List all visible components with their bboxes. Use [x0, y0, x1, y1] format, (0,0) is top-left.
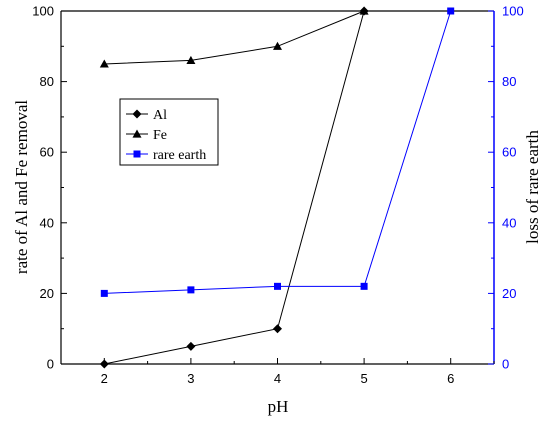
data-point-al — [186, 341, 196, 351]
left-y-tick-label: 20 — [40, 286, 54, 301]
legend-label-fe: Fe — [153, 128, 167, 143]
data-point-rare-earth — [447, 7, 455, 15]
data-point-al — [273, 324, 282, 334]
data-point-fe — [99, 59, 109, 68]
legend-label-al: Al — [153, 108, 167, 123]
x-tick-label: 6 — [447, 371, 454, 386]
data-point-al — [99, 359, 109, 369]
x-tick-label: 4 — [274, 371, 281, 386]
right-y-tick-label: 100 — [502, 4, 524, 19]
left-y-tick-label: 80 — [40, 74, 54, 89]
data-point-fe — [273, 41, 282, 50]
right-y-tick-label: 20 — [502, 286, 516, 301]
x-tick-label: 3 — [187, 371, 194, 386]
x-axis-title: pH — [268, 397, 289, 416]
data-point-fe — [186, 55, 196, 65]
right-y-tick-label: 80 — [502, 74, 516, 89]
legend-marker-fe — [132, 129, 142, 138]
right-y-tick-label: 40 — [502, 215, 516, 230]
left-y-tick-label: 40 — [40, 215, 54, 230]
legend-label-rare-earth: rare earth — [153, 148, 206, 163]
right-y-tick-label: 0 — [502, 357, 509, 372]
left-y-tick-label: 100 — [32, 4, 54, 19]
data-point-rare-earth — [274, 282, 281, 290]
legend-marker-al — [132, 109, 142, 119]
legend-marker-rare-earth — [133, 150, 141, 158]
left-y-tick-label: 0 — [47, 357, 54, 372]
right-axis-title: loss of rare earth — [523, 130, 542, 244]
series-line-fe — [104, 10, 365, 65]
left-y-tick-label: 60 — [40, 145, 54, 160]
x-tick-label: 5 — [360, 371, 367, 386]
legend: Al Fe rare earth — [119, 98, 219, 166]
data-point-rare-earth — [100, 289, 108, 297]
data-point-rare-earth — [187, 286, 195, 294]
x-tick-label: 2 — [101, 371, 108, 386]
data-point-rare-earth — [360, 282, 368, 290]
series-line-al — [104, 10, 365, 365]
data-point-fe — [359, 6, 369, 15]
right-y-tick-label: 60 — [502, 145, 516, 160]
left-axis-title: rate of Al and Fe removal — [12, 100, 31, 274]
